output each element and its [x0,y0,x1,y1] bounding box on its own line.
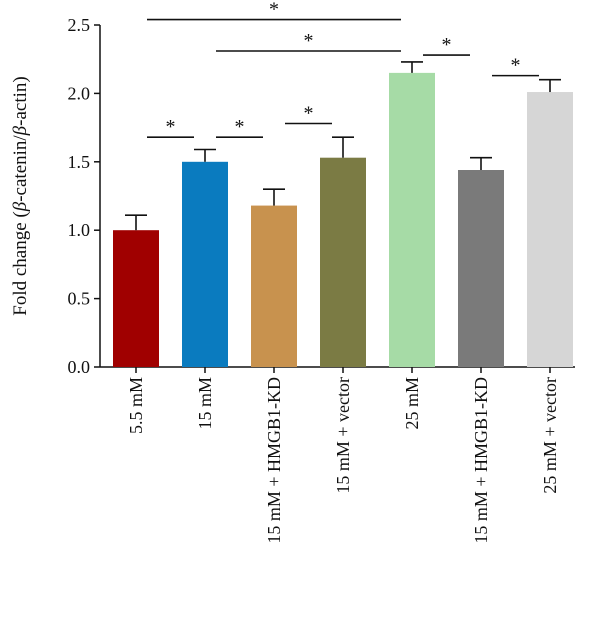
bar [389,72,435,367]
x-tick-label: 15 mM + vector [333,377,353,494]
x-tick-label: 15 mM + HMGB1-KD [264,377,284,544]
y-tick-label: 2.0 [68,83,91,103]
significance-star: * [166,116,176,138]
significance-star: * [304,102,314,124]
x-tick-label: 25 mM + vector [540,377,560,494]
significance-star: * [235,116,245,138]
significance-star: * [304,30,314,52]
bar [527,92,573,368]
significance-star: * [269,0,279,21]
y-tick-label: 1.5 [68,152,91,172]
bar [251,205,297,367]
bar [113,230,159,367]
significance-star: * [511,55,521,77]
x-tick-label: 5.5 mM [126,377,146,434]
significance-star: * [442,34,452,56]
bar [458,170,504,367]
bar [182,161,228,367]
y-axis-title: Fold change (β-catenin/β-actin) [10,76,31,315]
y-tick-label: 1.0 [68,220,91,240]
y-tick-label: 0.5 [68,289,91,309]
y-tick-label: 0.0 [68,357,91,377]
y-tick-label: 2.5 [68,15,91,35]
x-tick-label: 15 mM [195,377,215,430]
x-tick-label: 15 mM + HMGB1-KD [471,377,491,544]
x-tick-label: 25 mM [402,377,422,430]
bar [320,157,366,367]
